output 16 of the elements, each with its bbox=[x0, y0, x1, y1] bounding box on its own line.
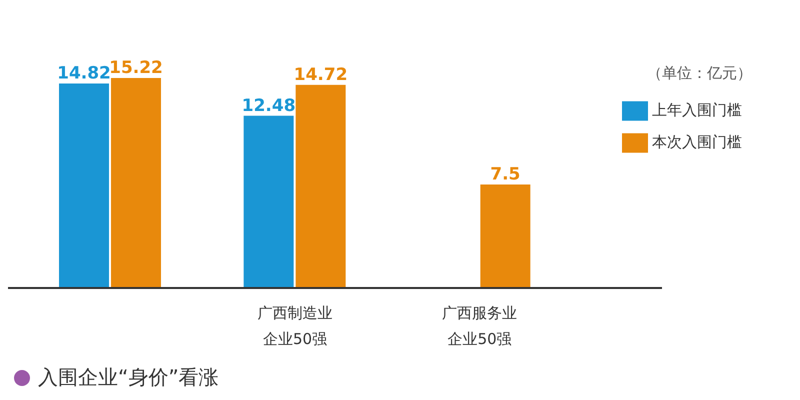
data-label: 7.5 bbox=[490, 164, 520, 185]
data-label: 15.22 bbox=[109, 58, 163, 78]
x-tick-label: 广西制造业企业50强 bbox=[258, 304, 332, 348]
bar bbox=[296, 84, 346, 288]
bar bbox=[244, 116, 294, 288]
data-label: 14.72 bbox=[294, 64, 348, 85]
annotation: （单位：亿元） bbox=[647, 64, 752, 83]
text: 入围企业“身价”看涨 bbox=[38, 364, 219, 391]
data-label: 12.48 bbox=[242, 96, 296, 116]
data-label: 14.82 bbox=[57, 64, 111, 84]
legend-label: 上年入围门槛 bbox=[652, 101, 742, 119]
bar bbox=[111, 78, 161, 288]
legend-label: 本次入围门槛 bbox=[652, 133, 742, 151]
bar bbox=[59, 84, 109, 288]
x-tick-label: 广西服务业企业50强 bbox=[442, 304, 518, 348]
bar bbox=[480, 184, 530, 288]
